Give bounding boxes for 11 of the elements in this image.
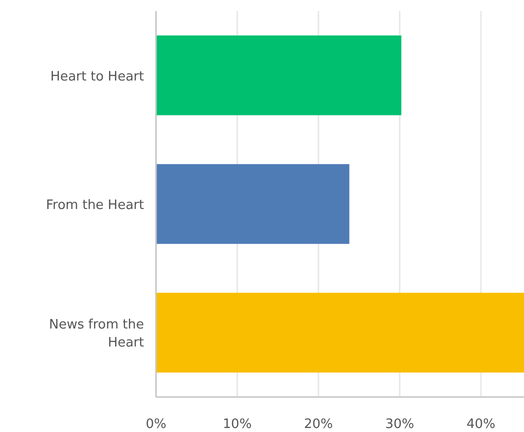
bar (156, 292, 524, 373)
y-tick-label: From the Heart (46, 198, 144, 213)
x-tick-label: 20% (304, 417, 333, 432)
bar (156, 164, 350, 244)
bar (156, 35, 402, 116)
y-tick-label: News from the Heart (49, 318, 144, 351)
x-tick-label: 0% (146, 417, 166, 432)
x-tick-label: 10% (222, 417, 252, 432)
y-tick-label: Heart to Heart (50, 69, 144, 84)
x-tick-label: 30% (385, 417, 414, 432)
x-tick-label: 40% (466, 417, 496, 432)
